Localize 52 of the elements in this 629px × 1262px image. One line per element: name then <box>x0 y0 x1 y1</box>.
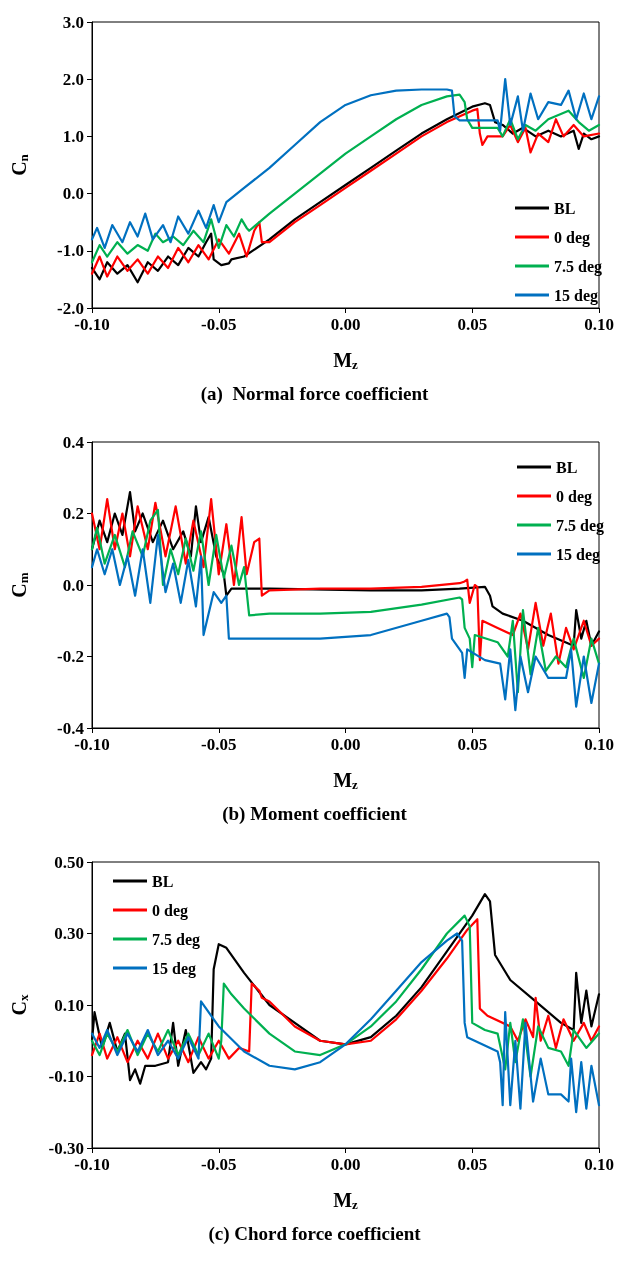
x-tick-label: -0.05 <box>201 1155 237 1174</box>
x-tick-label: 0.05 <box>457 735 488 754</box>
legend-label: 15 deg <box>556 545 600 564</box>
line-series <box>90 533 601 712</box>
legend-label: BL <box>554 199 576 217</box>
x-tick-label: -0.10 <box>74 315 110 334</box>
y-tick-label: -1.0 <box>57 241 84 261</box>
legend-label: 7.5 deg <box>554 257 602 276</box>
legend-label: BL <box>152 872 174 890</box>
y-tick-label: 0.10 <box>54 995 84 1015</box>
y-tick-label: 1.0 <box>62 126 84 146</box>
line-series <box>90 78 601 250</box>
x-tick-label: -0.05 <box>201 735 237 754</box>
x-tick-label: 0.05 <box>457 315 488 334</box>
y-tick-label: 0.4 <box>62 432 85 452</box>
legend-label: 15 deg <box>152 959 196 978</box>
y-axis-title: Cx <box>7 994 31 1016</box>
y-tick-label: 0.30 <box>54 924 84 943</box>
x-tick-label: -0.05 <box>201 315 237 334</box>
x-tick-label: 0.10 <box>584 315 614 334</box>
y-tick-label: 0.2 <box>62 504 84 523</box>
y-tick-label: 0.0 <box>62 184 84 204</box>
x-tick-label: 0.10 <box>584 735 614 754</box>
text: (b) Moment coefficient <box>222 803 408 825</box>
y-tick-label: 0.50 <box>54 852 84 872</box>
line-series <box>90 932 601 1114</box>
legend-label: 7.5 deg <box>556 516 604 535</box>
y-tick-label: -2.0 <box>57 298 84 318</box>
y-tick-label: 3.0 <box>62 12 84 32</box>
text: (c) Chord force coefficient <box>208 1223 422 1245</box>
y-axis-title: Cm <box>7 572 31 598</box>
y-tick-label: 2.0 <box>62 69 84 89</box>
legend-label: 15 deg <box>554 286 598 305</box>
legend-label: 0 deg <box>152 901 188 920</box>
x-tick-label: 0.10 <box>584 1155 614 1174</box>
y-tick-label: -0.4 <box>57 718 85 738</box>
x-tick-label: 0.00 <box>330 315 361 334</box>
legend-label: 0 deg <box>554 228 590 247</box>
x-tick-label: -0.10 <box>74 735 110 754</box>
legend-label: 7.5 deg <box>152 930 200 949</box>
text: (a) Normal force coefficient <box>200 383 429 405</box>
x-tick-label: 0.05 <box>457 1155 488 1174</box>
legend-label: BL <box>556 458 578 476</box>
x-tick-label: -0.10 <box>74 1155 110 1174</box>
y-tick-label: -0.2 <box>57 647 84 666</box>
y-tick-label: -0.10 <box>48 1067 84 1086</box>
x-tick-label: 0.00 <box>330 1155 361 1174</box>
y-tick-label: -0.30 <box>48 1138 84 1158</box>
y-axis-title: Cn <box>7 153 31 176</box>
y-tick-label: 0.0 <box>62 575 84 595</box>
legend-label: 0 deg <box>556 487 592 506</box>
x-tick-label: 0.00 <box>330 735 361 754</box>
